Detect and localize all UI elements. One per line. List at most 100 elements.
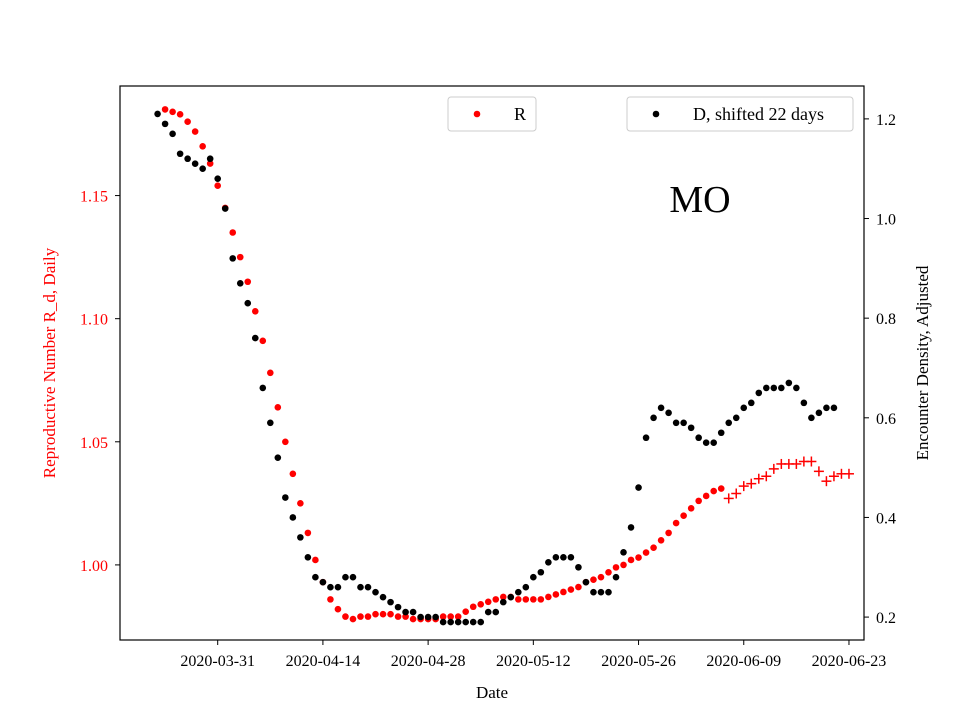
- data-point: [379, 593, 387, 601]
- data-point: [717, 485, 725, 492]
- data-point: [605, 588, 612, 596]
- data-point: [672, 419, 680, 427]
- data-point: [417, 613, 424, 621]
- data-point: [770, 384, 778, 392]
- data-point: [507, 593, 515, 601]
- data-point: [424, 613, 432, 621]
- data-point: [236, 253, 244, 261]
- data-point: [319, 578, 327, 586]
- data-point: [650, 544, 657, 551]
- data-point: [169, 130, 176, 138]
- data-point: [439, 618, 447, 626]
- data-point: [537, 596, 545, 603]
- data-point: [372, 588, 379, 596]
- data-point: [710, 487, 717, 495]
- data-point: [499, 593, 507, 601]
- x-tick-label: 2020-05-12: [496, 653, 571, 670]
- data-point: [462, 608, 469, 615]
- data-point: [176, 150, 184, 158]
- data-point: [394, 603, 402, 611]
- data-point: [357, 583, 364, 591]
- data-point: [327, 596, 334, 603]
- data-point: [620, 561, 627, 569]
- data-point: [191, 160, 199, 168]
- data-point: [702, 439, 710, 447]
- y-right-tick-label: 0.8: [876, 311, 896, 328]
- y-left-tick-label: 1.10: [80, 312, 108, 329]
- data-point: [665, 409, 672, 417]
- data-point-plus: [791, 458, 802, 469]
- y-left-tick-label: 1.00: [80, 558, 108, 575]
- data-point: [717, 429, 725, 437]
- data-point: [793, 384, 800, 392]
- data-point-plus: [768, 463, 779, 474]
- axes-layer: 2020-03-31 2020-04-14 2020-04-28 2020-05-12…: [80, 112, 896, 670]
- data-point: [484, 598, 492, 606]
- legend-d-marker: [652, 110, 660, 118]
- data-point: [454, 613, 462, 620]
- y-right-tick-label: 0.6: [876, 411, 896, 428]
- legend-d: D, shifted 22 days: [626, 96, 854, 132]
- data-point: [567, 553, 575, 561]
- data-point: [605, 568, 612, 576]
- data-point: [612, 564, 620, 571]
- data-point-plus: [828, 471, 839, 482]
- y-left-tick-label: 1.05: [80, 435, 108, 452]
- data-point: [349, 573, 357, 581]
- data-point: [695, 434, 702, 442]
- legend-r-marker: [473, 110, 481, 118]
- data-point: [282, 438, 289, 446]
- data-point: [740, 404, 748, 412]
- data-point: [515, 588, 522, 596]
- data-point: [680, 512, 687, 519]
- series-d-dot: [154, 110, 838, 626]
- data-point: [657, 404, 665, 412]
- data-point: [289, 514, 297, 521]
- data-point: [575, 583, 582, 591]
- data-point: [469, 618, 477, 626]
- data-point: [597, 573, 605, 581]
- series-r-dot: [161, 106, 725, 623]
- data-point: [710, 439, 717, 447]
- data-point: [642, 434, 650, 442]
- data-point-plus: [746, 478, 757, 489]
- data-point: [522, 583, 530, 591]
- x-tick-label: 2020-05-26: [601, 653, 676, 670]
- data-point: [687, 424, 695, 432]
- data-point: [229, 255, 237, 262]
- data-point: [484, 608, 492, 616]
- data-point: [597, 588, 605, 596]
- data-point: [665, 529, 672, 537]
- data-point: [590, 588, 597, 596]
- data-point-plus: [806, 456, 817, 467]
- data-point: [229, 229, 237, 236]
- data-point: [342, 573, 349, 581]
- plot-frame: [119, 85, 865, 641]
- data-point-plus: [843, 468, 854, 479]
- legend-r-box: [447, 96, 537, 132]
- data-point: [304, 529, 312, 537]
- data-point: [687, 504, 695, 512]
- data-point: [282, 494, 289, 501]
- data-point: [657, 536, 665, 544]
- x-tick-label: 2020-03-31: [180, 653, 255, 670]
- data-point: [575, 563, 582, 571]
- data-point: [327, 583, 334, 591]
- data-point: [364, 613, 372, 620]
- data-point: [267, 369, 274, 377]
- data-point: [176, 111, 184, 118]
- data-point: [477, 618, 485, 626]
- data-point: [349, 615, 357, 623]
- data-point: [800, 399, 808, 407]
- data-point: [251, 334, 259, 342]
- y-right-tick-label: 1.2: [876, 112, 896, 129]
- data-point: [402, 608, 409, 616]
- data-point: [214, 175, 221, 182]
- data-point: [199, 143, 206, 150]
- data-point: [492, 608, 500, 616]
- data-point: [447, 613, 454, 620]
- x-tick-label: 2020-04-28: [391, 653, 466, 670]
- data-point: [545, 593, 552, 601]
- data-point: [297, 500, 304, 507]
